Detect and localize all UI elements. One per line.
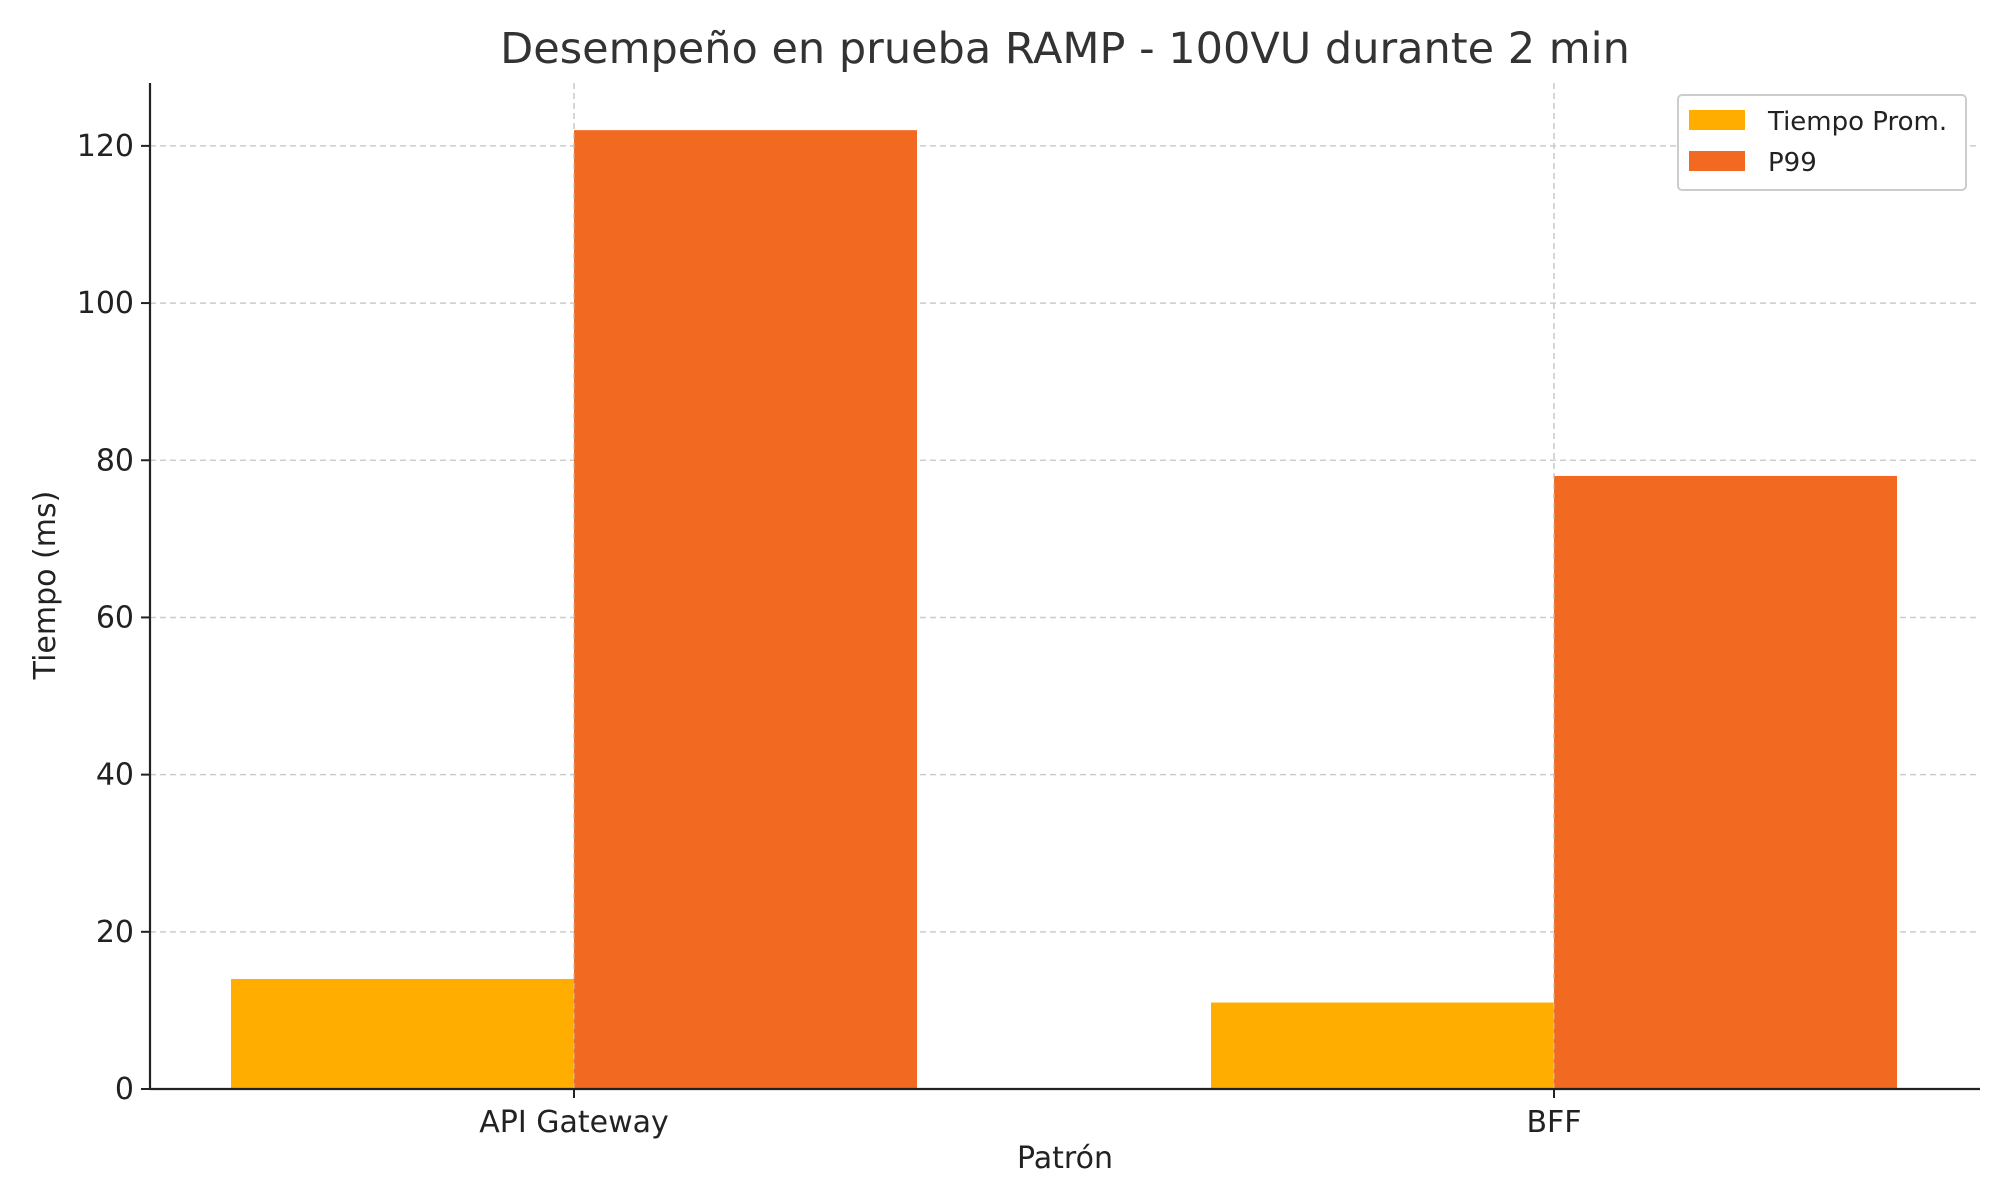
bars bbox=[231, 83, 1897, 1089]
bar-tiempo-prom-0 bbox=[231, 978, 574, 1089]
y-tick-label-20: 20 bbox=[96, 915, 134, 950]
bar-tiempo-prom-1 bbox=[1211, 1002, 1554, 1089]
legend-swatch-tiempo-prom bbox=[1689, 110, 1745, 130]
y-tick-label-40: 40 bbox=[96, 758, 134, 793]
y-tick-label-0: 0 bbox=[115, 1072, 134, 1107]
x-axis-label: Patrón bbox=[1017, 1141, 1113, 1176]
legend-label-p99: P99 bbox=[1768, 148, 1817, 178]
legend: Tiempo Prom. P99 bbox=[1677, 94, 1967, 191]
legend-box bbox=[1677, 94, 1967, 191]
y-tick-label-80: 80 bbox=[96, 443, 134, 478]
y-axis-label: Tiempo (ms) bbox=[28, 491, 63, 681]
y-tick-label-120: 120 bbox=[77, 129, 134, 164]
axes bbox=[141, 83, 1980, 1098]
x-tick-label-0: API Gateway bbox=[479, 1105, 669, 1140]
legend-label-tiempo-prom: Tiempo Prom. bbox=[1767, 107, 1947, 137]
y-tick-label-100: 100 bbox=[77, 286, 134, 321]
chart-title: Desempeño en prueba RAMP - 100VU durante… bbox=[500, 24, 1630, 74]
tick-labels: 0 20 40 60 80 100 120 API Gateway BFF bbox=[77, 129, 1582, 1140]
y-tick-label-60: 60 bbox=[96, 600, 134, 635]
bar-p99-1 bbox=[1554, 475, 1897, 1089]
x-tick-label-1: BFF bbox=[1526, 1105, 1581, 1140]
legend-swatch-p99 bbox=[1689, 151, 1745, 171]
bar-p99-0 bbox=[574, 130, 917, 1089]
